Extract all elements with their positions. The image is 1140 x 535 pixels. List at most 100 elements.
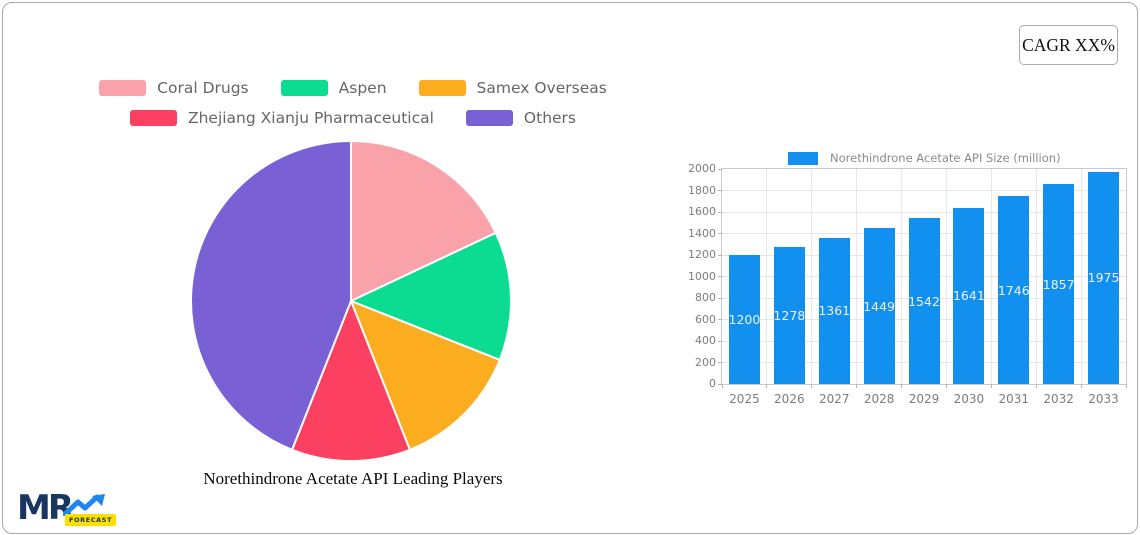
pie-slice — [190, 140, 352, 451]
gridline-horizontal — [722, 190, 1126, 191]
pie-legend-item[interactable]: Coral Drugs — [99, 79, 249, 97]
bar: 1449 — [863, 228, 896, 384]
trend-arrow-icon — [63, 494, 105, 516]
y-axis-tick-label: 1600 — [688, 205, 716, 218]
pie-legend-swatch — [129, 110, 177, 126]
y-axis-tick-mark — [718, 340, 722, 342]
bar: 1857 — [1042, 184, 1075, 384]
x-axis-tick-label: 2030 — [953, 392, 985, 406]
bar: 1278 — [773, 246, 806, 384]
bar: 1361 — [818, 237, 851, 384]
bar-legend-swatch — [788, 151, 818, 165]
trend-arrow-head — [92, 494, 105, 506]
gridline-horizontal — [722, 211, 1126, 213]
pie-legend-label: Samex Overseas — [476, 79, 607, 97]
x-axis-tick-label: 2028 — [863, 392, 895, 406]
y-axis-tick-mark — [718, 319, 722, 320]
bar-value-label: 1641 — [952, 288, 985, 304]
bar-value-label: 1975 — [1087, 270, 1120, 286]
y-axis-tick-mark — [718, 362, 722, 363]
x-axis-tick-mark — [945, 384, 947, 388]
pie-legend-item[interactable]: Aspen — [280, 79, 387, 97]
x-axis-tick-mark — [990, 384, 992, 388]
bar-value-label: 1449 — [863, 298, 896, 314]
y-axis-tick-mark — [718, 190, 722, 191]
x-axis-tick-mark — [721, 384, 723, 388]
y-axis-tick-mark — [718, 276, 722, 277]
pie-legend-label: Others — [523, 109, 577, 127]
x-axis-tick-label: 2025 — [729, 392, 760, 406]
pie-slice — [291, 300, 411, 462]
bar-value-label: 1200 — [728, 312, 761, 327]
x-axis-tick-label: 2033 — [1088, 392, 1119, 406]
pie-legend-swatch — [99, 80, 147, 96]
gridline-vertical — [766, 169, 768, 384]
bar: 1975 — [1087, 171, 1120, 384]
bar: 1746 — [997, 196, 1030, 384]
brand-logo-text: MR — [17, 488, 74, 528]
pie-legend-item[interactable]: Zhejiang Xianju Pharmaceutical — [129, 109, 434, 127]
x-axis-tick-mark — [1080, 384, 1082, 388]
gridline-vertical — [945, 169, 947, 384]
y-axis-tick-mark — [718, 168, 722, 170]
gridline-vertical — [811, 169, 813, 384]
pie-legend-row: Zhejiang Xianju Pharmaceutical Others — [129, 109, 577, 127]
gridline-vertical — [856, 169, 858, 384]
x-axis-tick-label: 2027 — [818, 392, 850, 406]
y-axis-tick-label: 2000 — [688, 162, 716, 175]
pie-legend-swatch — [418, 80, 466, 96]
bar-value-label: 1361 — [818, 303, 851, 319]
pie-legend-swatch — [465, 110, 513, 126]
cagr-label: CAGR XX% — [1022, 34, 1115, 55]
x-axis-tick-mark — [1035, 384, 1037, 388]
bar-legend-item[interactable]: Norethindrone Acetate API Size (million) — [788, 151, 1061, 165]
bar-legend-label: Norethindrone Acetate API Size (million) — [830, 151, 1061, 165]
bar-chart: Norethindrone Acetate API Size (million)… — [688, 143, 1139, 418]
pie-legend-item[interactable]: Others — [465, 109, 577, 127]
pie-slice — [350, 140, 497, 302]
bar: 1200 — [729, 255, 760, 384]
y-axis-tick-mark — [718, 383, 722, 385]
x-axis-tick-mark — [811, 384, 813, 388]
cagr-button[interactable]: CAGR XX% — [1019, 25, 1118, 65]
x-axis-tick-mark — [901, 384, 903, 388]
bar-value-label: 1746 — [997, 282, 1030, 298]
bar: 1641 — [952, 207, 985, 384]
gridline-vertical — [1035, 169, 1037, 384]
bar-value-label: 1857 — [1042, 276, 1075, 292]
gridline-vertical — [990, 169, 992, 384]
pie-legend-item[interactable]: Samex Overseas — [418, 79, 607, 97]
y-axis-tick-label: 1200 — [688, 248, 716, 261]
pie-chart — [190, 140, 512, 462]
y-axis-tick-mark — [718, 233, 722, 234]
y-axis-tick-label: 0 — [709, 377, 716, 390]
x-axis-tick-mark — [856, 384, 858, 388]
trend-arrow-line — [63, 494, 100, 516]
gridline-vertical — [901, 169, 903, 384]
pie-slice — [350, 231, 512, 361]
y-axis-tick-label: 400 — [695, 334, 716, 347]
x-axis-tick-label: 2031 — [998, 392, 1030, 406]
pie-chart-title: Norethindrone Acetate API Leading Player… — [203, 469, 503, 488]
x-axis-tick-mark — [1125, 384, 1127, 388]
gridline-vertical — [1080, 169, 1082, 384]
y-axis-tick-label: 600 — [695, 312, 716, 326]
x-axis-tick-mark — [766, 384, 768, 388]
y-axis-tick-label: 200 — [695, 355, 716, 369]
bar-value-label: 1542 — [908, 293, 940, 309]
y-axis-tick-mark — [718, 211, 722, 213]
bar-value-label: 1278 — [773, 307, 806, 323]
x-axis-tick-label: 2026 — [774, 392, 805, 406]
bar-plot-area: 0 200 400 600 800 1000 1200 1400 1600 1800 2000 120… — [688, 162, 1127, 406]
y-axis-tick-label: 800 — [695, 291, 716, 304]
pie-slice — [350, 300, 501, 451]
x-axis-tick-label: 2029 — [908, 392, 940, 406]
y-axis-tick-label: 1400 — [688, 226, 716, 240]
y-axis-tick-label: 1800 — [688, 183, 716, 197]
pie-legend: Coral Drugs Aspen Samex Overseas Zhejiang X… — [3, 79, 703, 127]
brand-logo-badge: FORECAST — [65, 514, 117, 526]
brand-logo: MR FORECAST — [17, 490, 117, 532]
pie-legend-label: Coral Drugs — [157, 79, 249, 97]
x-axis-tick-label: 2032 — [1043, 392, 1074, 406]
